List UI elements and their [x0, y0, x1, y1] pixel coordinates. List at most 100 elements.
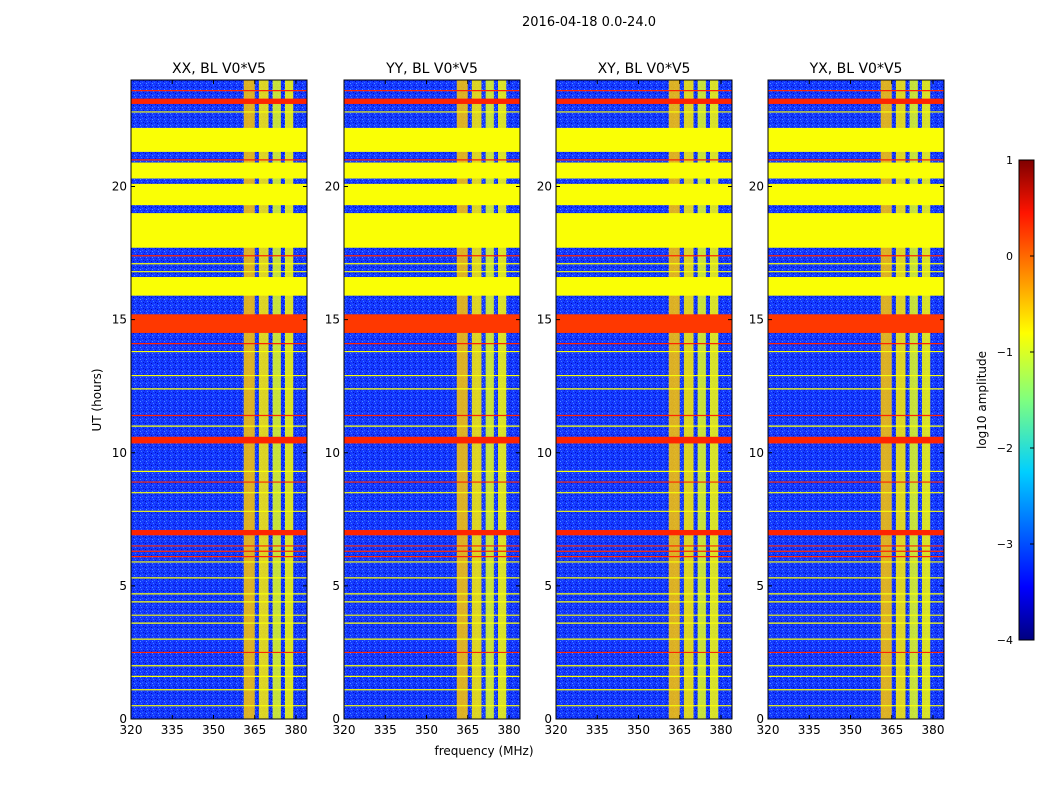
- flagged-time-band: [768, 314, 944, 333]
- y-tick-label: 0: [756, 712, 764, 726]
- y-tick-label: 10: [325, 446, 340, 460]
- x-tick-label: 320: [545, 723, 568, 737]
- flagged-time-band: [344, 529, 520, 536]
- rfi-channel-strip: [272, 80, 281, 719]
- flagged-time-band: [556, 314, 732, 333]
- rfi-channel-strip: [683, 80, 694, 719]
- y-axis-label: UT (hours): [90, 368, 104, 431]
- panel-frame: [130, 79, 308, 720]
- x-tick-label: 320: [333, 723, 356, 737]
- y-tick-label: 10: [112, 446, 127, 460]
- colorbar-tick-label: 1: [1006, 154, 1013, 167]
- y-tick-label: 20: [325, 180, 340, 194]
- rfi-channel-strip: [285, 80, 294, 719]
- rfi-channel-strip: [243, 80, 255, 719]
- flagged-time-band: [556, 529, 732, 536]
- flagged-time-band: [344, 436, 520, 444]
- y-tick-label: 15: [325, 313, 340, 327]
- flagged-time-band: [768, 529, 944, 536]
- figure-suptitle: 2016-04-18 0.0-24.0: [522, 15, 656, 30]
- flagged-time-band: [768, 436, 944, 444]
- flagged-time-band: [344, 183, 520, 206]
- panel-title: XY, BL V0*V5: [598, 61, 691, 77]
- rfi-channel-strip: [880, 80, 892, 719]
- rfi-channel-strip: [895, 80, 906, 719]
- flagged-time-band: [556, 213, 732, 248]
- rfi-channel-strip: [471, 80, 482, 719]
- x-tick-label: 380: [710, 723, 733, 737]
- colorbar-tick-label: −3: [997, 538, 1013, 551]
- flagged-time-band: [131, 98, 307, 104]
- flagged-time-band: [556, 98, 732, 104]
- y-tick-label: 10: [537, 446, 552, 460]
- flagged-time-band: [556, 162, 732, 179]
- colorbar: −4 −3 −2 −1 0 1 log10 amplitude: [975, 154, 1035, 647]
- panel-frame: [767, 79, 945, 720]
- flagged-time-band: [131, 529, 307, 536]
- rfi-channel-strip: [485, 80, 494, 719]
- colorbar-ticks: −4 −3 −2 −1 0 1: [997, 154, 1034, 647]
- rfi-channel-strip: [498, 80, 507, 719]
- flagged-time-band: [768, 183, 944, 206]
- x-axis-label: frequency (MHz): [434, 744, 533, 758]
- panel-yy: YY, BL V0*V5 320 335 350 365 380 0 5 10 15 20: [325, 61, 521, 737]
- flagged-time-band: [131, 436, 307, 444]
- x-tick-label: 380: [498, 723, 521, 737]
- flagged-time-band: [131, 183, 307, 206]
- x-tick-label: 380: [285, 723, 308, 737]
- y-tick-label: 5: [119, 579, 127, 593]
- x-tick-label: 365: [880, 723, 903, 737]
- x-tick-label: 350: [202, 723, 225, 737]
- y-tick-label: 15: [112, 313, 127, 327]
- flagged-time-band: [768, 277, 944, 296]
- flagged-time-band: [768, 162, 944, 179]
- flagged-time-band: [344, 277, 520, 296]
- rfi-channel-strip: [697, 80, 706, 719]
- x-tick-label: 380: [922, 723, 945, 737]
- x-tick-label: 335: [161, 723, 184, 737]
- y-tick-label: 0: [544, 712, 552, 726]
- colorbar-label: log10 amplitude: [975, 351, 989, 449]
- rfi-channel-strip: [456, 80, 468, 719]
- flagged-time-band: [131, 314, 307, 333]
- flagged-time-band: [344, 98, 520, 104]
- y-tick-label: 20: [537, 180, 552, 194]
- x-tick-label: 365: [668, 723, 691, 737]
- flagged-time-band: [768, 213, 944, 248]
- colorbar-tick-label: 0: [1006, 250, 1013, 263]
- panel-xx: XX, BL V0*V5 320 335 350 365 380 0 5 10 15 20: [112, 61, 308, 737]
- x-tick-label: 350: [415, 723, 438, 737]
- y-tick-label: 15: [749, 313, 764, 327]
- y-tick-label: 5: [544, 579, 552, 593]
- colorbar-gradient: [1018, 159, 1035, 641]
- y-tick-label: 5: [756, 579, 764, 593]
- x-tick-label: 335: [798, 723, 821, 737]
- panel-frame: [555, 79, 733, 720]
- flagged-time-band: [556, 127, 732, 152]
- y-tick-label: 0: [119, 712, 127, 726]
- flagged-time-band: [344, 127, 520, 152]
- panel-yx: YX, BL V0*V5 320 335 350 365 380 0 5 10 15 20: [749, 61, 945, 737]
- flagged-time-band: [768, 98, 944, 104]
- flagged-time-band: [556, 183, 732, 206]
- x-tick-label: 365: [243, 723, 266, 737]
- x-tick-label: 335: [374, 723, 397, 737]
- flagged-time-band: [344, 314, 520, 333]
- y-tick-label: 20: [112, 180, 127, 194]
- y-tick-label: 20: [749, 180, 764, 194]
- panel-frame: [343, 79, 521, 720]
- x-tick-label: 335: [586, 723, 609, 737]
- flagged-time-band: [768, 127, 944, 152]
- colorbar-tick-label: −1: [997, 346, 1013, 359]
- flagged-time-band: [131, 213, 307, 248]
- panel-title: YX, BL V0*V5: [809, 61, 903, 77]
- rfi-channel-strip: [668, 80, 680, 719]
- x-tick-label: 320: [757, 723, 780, 737]
- colorbar-tick-label: −4: [997, 634, 1013, 647]
- x-tick-label: 320: [120, 723, 143, 737]
- y-tick-label: 0: [332, 712, 340, 726]
- flagged-time-band: [344, 162, 520, 179]
- colorbar-tick-label: −2: [997, 442, 1013, 455]
